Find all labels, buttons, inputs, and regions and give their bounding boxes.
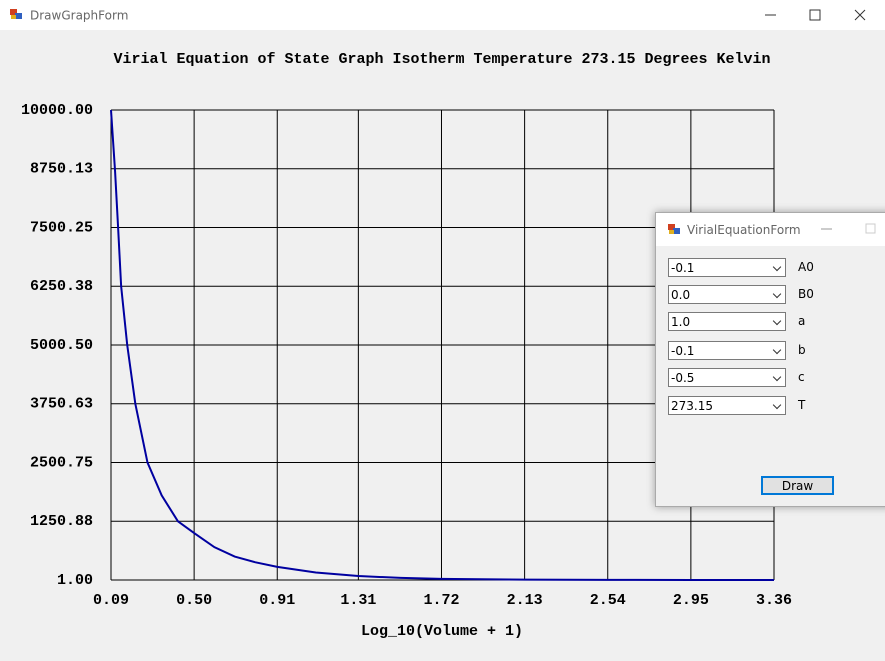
x-tick-label: 3.36 xyxy=(756,592,792,609)
dialog-maximize[interactable] xyxy=(865,223,876,234)
field-label: c xyxy=(798,370,805,384)
y-tick-label: 6250.38 xyxy=(30,278,93,295)
x-tick-label: 0.50 xyxy=(176,592,212,609)
draw-button[interactable]: Draw xyxy=(761,476,834,495)
x-axis-label: Log_10(Volume + 1) xyxy=(361,623,523,640)
title-bar xyxy=(0,0,885,30)
combo-box[interactable]: 1.0 xyxy=(668,312,786,331)
field-label: A0 xyxy=(798,260,814,274)
y-tick-label: 8750.13 xyxy=(30,161,93,178)
app-icon xyxy=(10,9,22,19)
y-tick-label: 10000.00 xyxy=(21,102,93,119)
dialog-title: VirialEquationForm xyxy=(687,223,801,237)
field-label: b xyxy=(798,343,806,357)
y-tick-label: 1.00 xyxy=(57,572,93,589)
dialog-icons xyxy=(668,223,876,234)
combo-box[interactable]: 0.0 xyxy=(668,285,786,304)
combo-box[interactable]: 273.15 xyxy=(668,396,786,415)
combo-box[interactable]: -0.1 xyxy=(668,258,786,277)
y-tick-label: 3750.63 xyxy=(30,396,93,413)
x-tick-label: 2.95 xyxy=(673,592,709,609)
field-label: a xyxy=(798,314,806,328)
y-tick-label: 5000.50 xyxy=(30,337,93,354)
x-tick-label: 2.13 xyxy=(507,592,543,609)
data-line xyxy=(110,109,775,581)
x-tick-label: 1.72 xyxy=(423,592,459,609)
x-tick-label: 2.54 xyxy=(590,592,626,609)
combo-box[interactable]: -0.1 xyxy=(668,341,786,360)
maximize-button[interactable] xyxy=(809,9,821,21)
dialog-title-bar: VirialEquationForm xyxy=(656,213,885,246)
y-tick-label: 1250.88 xyxy=(30,513,93,530)
y-tick-label: 7500.25 xyxy=(30,219,93,236)
field-label: B0 xyxy=(798,287,814,301)
x-tick-label: 0.91 xyxy=(259,592,295,609)
window-title: DrawGraphForm xyxy=(30,9,128,23)
field-label: T xyxy=(798,398,806,412)
x-tick-label: 1.31 xyxy=(340,592,376,609)
chart-title: Virial Equation of State Graph Isotherm … xyxy=(113,51,770,68)
combo-box[interactable]: -0.5 xyxy=(668,368,786,387)
x-tick-label: 0.09 xyxy=(93,592,129,609)
close-button[interactable] xyxy=(854,9,866,21)
dialog: VirialEquationForm -0.1 A0 0.0 B0 1.0 a -0.1 b -… xyxy=(655,212,885,507)
y-tick-label: 2500.75 xyxy=(30,454,93,471)
